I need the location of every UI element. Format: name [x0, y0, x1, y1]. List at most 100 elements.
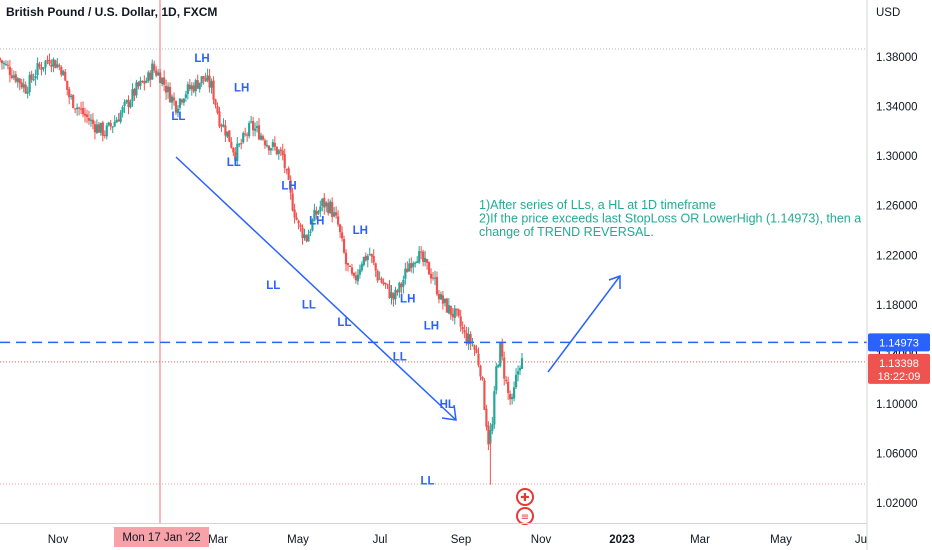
pivot-label-ll: LL [393, 352, 407, 364]
candle-body [346, 263, 350, 266]
candle-body [269, 148, 272, 151]
candle [323, 193, 326, 215]
candle [192, 82, 195, 94]
candle-body [244, 133, 247, 135]
candle [127, 95, 130, 115]
candle [520, 352, 524, 370]
candle-body [443, 298, 446, 303]
candle-body [119, 112, 122, 122]
candle-body [465, 332, 468, 344]
candle-body [263, 140, 267, 146]
candle [2, 60, 6, 70]
candle-body [36, 63, 39, 76]
candle-body [503, 357, 506, 379]
candle-body [58, 65, 61, 67]
candle-body [151, 63, 154, 80]
candle [447, 298, 450, 315]
candle-body [408, 263, 411, 272]
candle [327, 198, 330, 216]
candle [287, 166, 290, 181]
candle [514, 368, 518, 390]
candle [16, 77, 19, 88]
candle [299, 223, 302, 232]
candle [366, 253, 369, 268]
candle [301, 224, 304, 245]
candle-body [240, 143, 243, 145]
candle-body [429, 273, 433, 279]
candle-body [398, 282, 401, 293]
candle-body [481, 377, 484, 380]
candle-body [250, 121, 253, 123]
candle [348, 265, 352, 267]
candle [431, 271, 435, 281]
candle-body [338, 224, 342, 233]
candle [89, 114, 93, 127]
candle [378, 271, 381, 280]
pivot-label-lh: LH [194, 53, 209, 65]
candle-body [101, 122, 104, 136]
candle-body [6, 64, 10, 66]
candle [412, 261, 415, 274]
candle [109, 120, 112, 131]
candle-body [40, 66, 43, 70]
candle [469, 331, 472, 350]
candle [54, 59, 57, 69]
candle [218, 106, 221, 129]
candle-body [139, 80, 142, 86]
candle-body [380, 278, 383, 283]
candle [141, 80, 144, 84]
candle [74, 108, 77, 114]
candle-body [285, 169, 288, 171]
candle [228, 130, 231, 143]
y-tick-label: 1.22000 [876, 250, 918, 262]
candle-body [135, 82, 138, 96]
x-tick-label: Mar [690, 534, 710, 546]
candle [382, 278, 385, 286]
candle [38, 61, 41, 70]
candle [429, 268, 433, 284]
candle [222, 118, 225, 128]
candle-body [133, 88, 136, 96]
candle-body [74, 108, 77, 110]
candle-body [192, 85, 195, 92]
candle [87, 110, 91, 125]
candle-body [404, 268, 407, 279]
candle [257, 117, 261, 141]
x-tick-label: Sep [451, 534, 471, 546]
candle [321, 198, 324, 212]
candle [380, 276, 383, 284]
candle [24, 81, 27, 95]
candle [463, 324, 466, 339]
candle [244, 127, 247, 137]
candle [333, 207, 336, 218]
candle [352, 272, 356, 279]
candle [344, 249, 348, 272]
candle [499, 341, 502, 368]
pivot-label-ll: LL [302, 300, 316, 312]
candle [48, 53, 51, 66]
candle-body [176, 108, 180, 114]
candle [473, 344, 476, 356]
candle [153, 60, 156, 73]
candle-body [64, 71, 67, 81]
candle-body [50, 64, 53, 67]
candle-body [44, 60, 47, 68]
candle [226, 131, 229, 139]
pivot-label-ll: LL [337, 317, 351, 329]
candle-body [505, 379, 508, 382]
candle [261, 134, 265, 141]
candle [159, 69, 162, 84]
candle [42, 67, 45, 72]
candle-body [495, 366, 498, 391]
candle [220, 123, 223, 132]
candle-body [441, 295, 445, 304]
pivot-label-lh: LH [281, 181, 296, 193]
candle-body [14, 74, 17, 82]
candle-body [325, 202, 328, 207]
resistance-price-badge [868, 333, 930, 352]
y-tick-label: 1.26000 [876, 201, 918, 213]
candle-body [99, 122, 102, 133]
candle-body [329, 201, 332, 213]
candle-body [54, 60, 57, 69]
